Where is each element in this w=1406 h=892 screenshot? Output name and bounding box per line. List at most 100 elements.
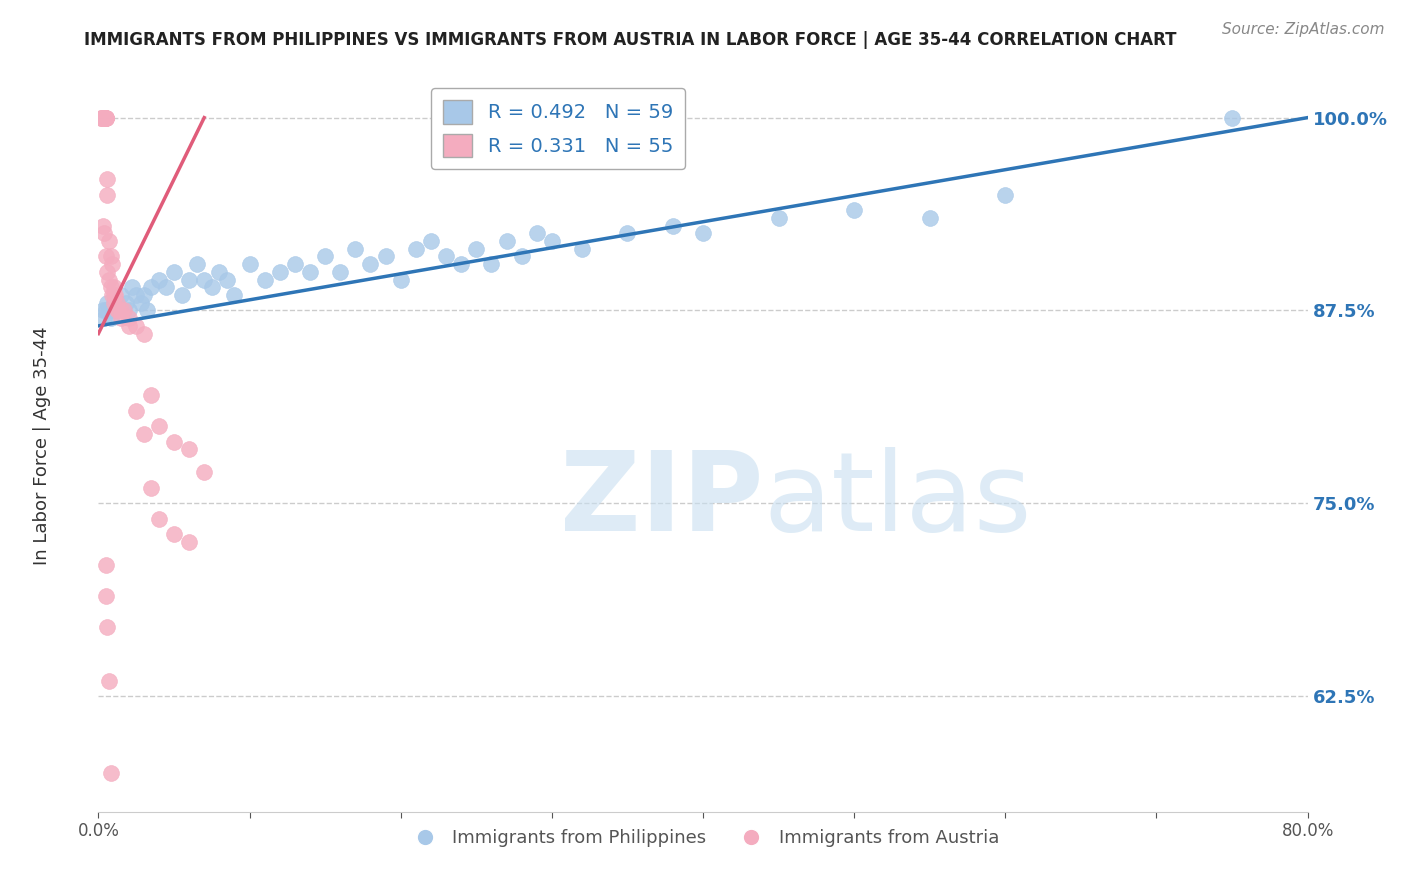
- Point: [179, 272, 201, 286]
- Point: [616, 227, 638, 241]
- Point: [93, 111, 115, 125]
- Point: [465, 242, 488, 256]
- Point: [526, 227, 548, 241]
- Text: Source: ZipAtlas.com: Source: ZipAtlas.com: [1222, 22, 1385, 37]
- Text: In Labor Force | Age 35-44: In Labor Force | Age 35-44: [34, 326, 51, 566]
- Point: [141, 388, 163, 402]
- Point: [96, 265, 118, 279]
- Point: [193, 466, 215, 480]
- Point: [110, 303, 132, 318]
- Point: [163, 527, 186, 541]
- Point: [101, 288, 124, 302]
- Point: [201, 280, 224, 294]
- Point: [389, 272, 412, 286]
- Point: [96, 620, 118, 634]
- Point: [374, 250, 396, 264]
- Point: [104, 288, 127, 302]
- Point: [94, 589, 117, 603]
- Text: ZIP: ZIP: [560, 447, 763, 554]
- Point: [93, 311, 115, 326]
- Point: [94, 558, 117, 572]
- Point: [105, 295, 128, 310]
- Point: [299, 265, 322, 279]
- Point: [155, 280, 177, 294]
- Point: [110, 288, 132, 302]
- Point: [179, 442, 201, 457]
- Point: [112, 303, 135, 318]
- Point: [96, 172, 118, 186]
- Point: [105, 295, 128, 310]
- Point: [1220, 111, 1243, 125]
- Point: [98, 303, 121, 318]
- Point: [344, 242, 367, 256]
- Point: [96, 187, 118, 202]
- Point: [103, 288, 125, 302]
- Point: [103, 303, 125, 318]
- Point: [360, 257, 382, 271]
- Point: [193, 272, 215, 286]
- Point: [148, 511, 170, 525]
- Point: [94, 111, 117, 125]
- Point: [114, 295, 136, 310]
- Point: [105, 303, 128, 318]
- Point: [163, 265, 186, 279]
- Point: [284, 257, 307, 271]
- Point: [510, 250, 533, 264]
- Point: [98, 272, 121, 286]
- Point: [91, 111, 114, 125]
- Point: [100, 280, 122, 294]
- Point: [224, 288, 246, 302]
- Point: [94, 111, 117, 125]
- Point: [239, 257, 262, 271]
- Point: [93, 111, 115, 125]
- Point: [100, 766, 122, 780]
- Point: [100, 250, 122, 264]
- Point: [121, 280, 143, 294]
- Point: [918, 211, 941, 225]
- Point: [107, 303, 129, 318]
- Point: [186, 257, 208, 271]
- Point: [495, 234, 517, 248]
- Point: [420, 234, 443, 248]
- Point: [405, 242, 427, 256]
- Point: [481, 257, 503, 271]
- Text: IMMIGRANTS FROM PHILIPPINES VS IMMIGRANTS FROM AUSTRIA IN LABOR FORCE | AGE 35-4: IMMIGRANTS FROM PHILIPPINES VS IMMIGRANT…: [84, 31, 1177, 49]
- Point: [98, 673, 121, 688]
- Point: [94, 111, 117, 125]
- Point: [253, 272, 276, 286]
- Point: [103, 280, 125, 294]
- Point: [768, 211, 790, 225]
- Point: [125, 288, 148, 302]
- Point: [170, 288, 193, 302]
- Point: [148, 419, 170, 434]
- Point: [844, 203, 866, 218]
- Point: [125, 318, 148, 333]
- Point: [129, 295, 152, 310]
- Point: [148, 272, 170, 286]
- Point: [118, 311, 141, 326]
- Point: [434, 250, 457, 264]
- Point: [93, 227, 115, 241]
- Point: [163, 434, 186, 449]
- Point: [101, 257, 124, 271]
- Point: [208, 265, 231, 279]
- Point: [540, 234, 562, 248]
- Point: [90, 111, 112, 125]
- Point: [94, 303, 117, 318]
- Point: [91, 111, 114, 125]
- Point: [125, 403, 148, 417]
- Point: [90, 111, 112, 125]
- Point: [103, 295, 125, 310]
- Point: [98, 234, 121, 248]
- Point: [132, 288, 155, 302]
- Point: [571, 242, 593, 256]
- Point: [661, 219, 683, 233]
- Point: [132, 326, 155, 341]
- Point: [110, 311, 132, 326]
- Point: [91, 303, 114, 318]
- Point: [329, 265, 352, 279]
- Point: [269, 265, 291, 279]
- Text: atlas: atlas: [763, 447, 1032, 554]
- Point: [96, 295, 118, 310]
- Point: [132, 426, 155, 441]
